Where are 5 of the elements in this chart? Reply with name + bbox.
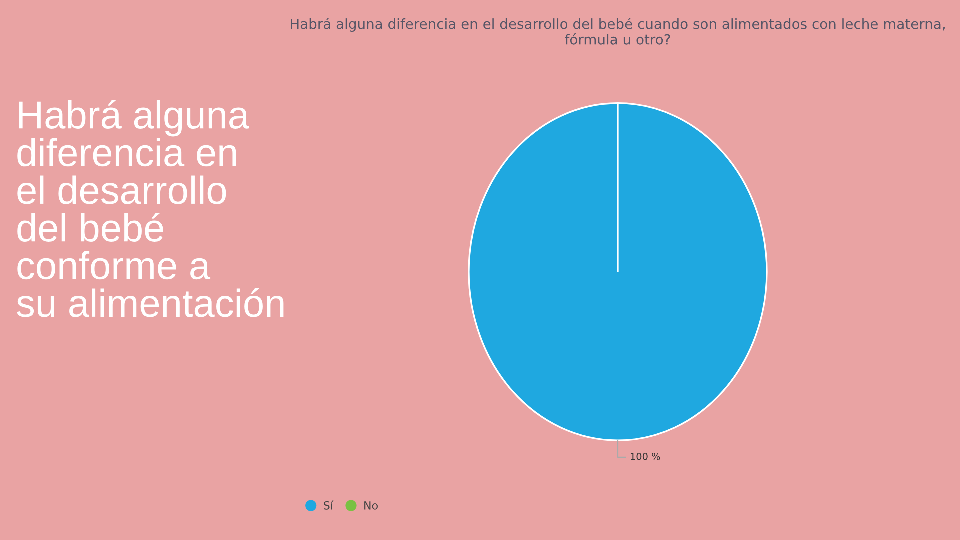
data-label: 100 % bbox=[630, 452, 660, 460]
text: Habrá alguna diferencia en el desarrollo del bebé conforme a su alimentación bbox=[17, 100, 284, 318]
legend-label: Sí bbox=[324, 500, 334, 510]
chart-title: Habrá alguna diferencia en el desarrollo del bebé cuando son alimentados con leche materna, fórmula u otro? bbox=[291, 18, 945, 45]
legend-label: No bbox=[364, 502, 378, 510]
